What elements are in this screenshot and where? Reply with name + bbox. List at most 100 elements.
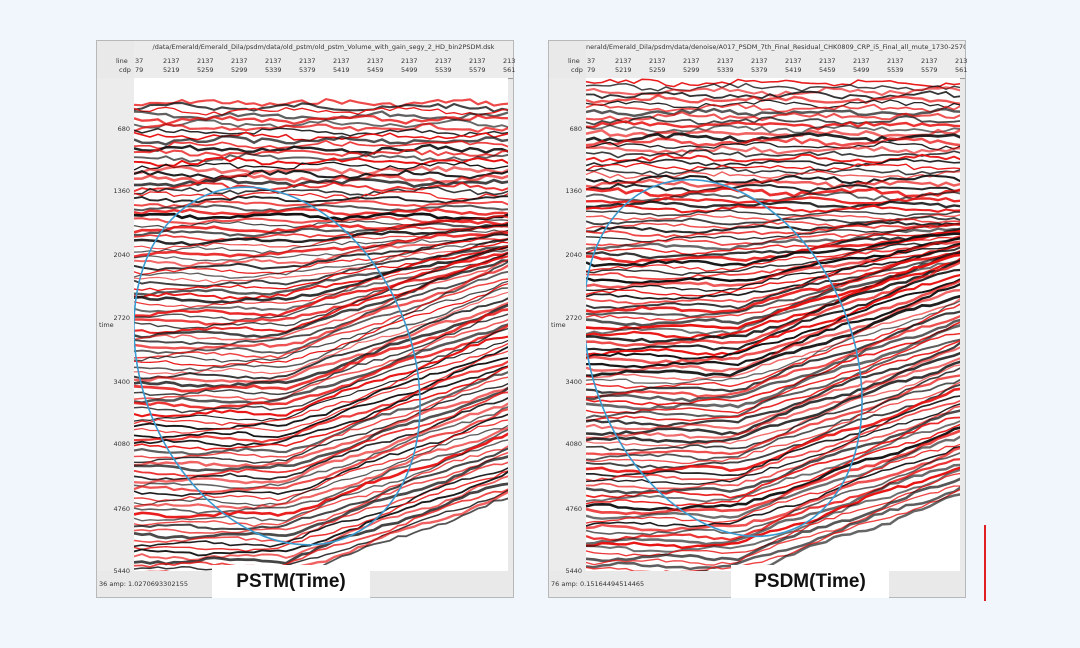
seismic-reflector (586, 103, 960, 113)
time-tick: 1360 (565, 187, 582, 195)
seismic-reflector (134, 186, 508, 197)
line-label: line (568, 57, 580, 65)
seismic-reflector (134, 258, 508, 341)
seismic-reflector (586, 259, 960, 336)
seismic-reflector (586, 78, 960, 88)
seismic-reflector (134, 219, 508, 234)
line-value: 2137 (751, 57, 768, 65)
seismic-reflector (134, 152, 508, 163)
time-tick: 4080 (113, 440, 130, 448)
time-tick: 4760 (113, 505, 130, 513)
time-axis-label: time (99, 321, 114, 329)
time-tick: 5440 (565, 567, 582, 575)
seismic-reflector (134, 470, 508, 557)
status-bar: 76 amp: 0.15164494514465 (551, 580, 645, 588)
time-tick: 4760 (565, 505, 582, 513)
seismic-reflector (134, 382, 508, 464)
trace-header: nerald/Emerald_Dila/psdm/data/denoise/A0… (568, 41, 968, 79)
seismic-reflector (134, 445, 508, 528)
line-value: 37 (135, 57, 144, 65)
seismic-reflector (586, 268, 960, 352)
cdp-value: 561 (503, 66, 516, 74)
seismic-reflector (134, 451, 508, 534)
seismic-reflector (586, 253, 960, 331)
seismic-reflector (586, 187, 960, 198)
time-tick: 680 (569, 125, 582, 133)
seismic-reflector (134, 280, 508, 363)
seismic-reflector (586, 278, 960, 360)
seismic-reflector (134, 324, 508, 410)
seismic-reflector (134, 237, 508, 284)
cdp-value: 5539 (887, 66, 904, 74)
seismic-reflector (586, 446, 960, 528)
seismic-reflector (586, 261, 960, 348)
seismic-reflector (134, 252, 508, 318)
cdp-value: 5499 (853, 66, 870, 74)
seismic-reflector (134, 207, 508, 217)
line-value: 2137 (333, 57, 350, 65)
seismic-section[interactable] (586, 78, 960, 571)
cdp-value: 561 (955, 66, 968, 74)
time-tick: 2720 (565, 314, 582, 322)
seismic-reflector (586, 279, 960, 365)
time-tick: 3400 (113, 378, 130, 386)
cdp-value: 79 (587, 66, 596, 74)
seismic-reflector (586, 227, 960, 251)
seismic-reflector (586, 341, 960, 428)
seismic-reflector (586, 111, 960, 122)
seismic-reflector (586, 273, 960, 357)
seismic-reflector (586, 144, 960, 155)
line-value: 213 (503, 57, 516, 65)
cdp-value: 5459 (367, 66, 384, 74)
seismic-reflector (586, 340, 960, 422)
time-axis-label: time (551, 321, 566, 329)
seismic-reflector (134, 455, 508, 540)
cdp-value: 5219 (615, 66, 632, 74)
seismic-reflector (134, 402, 508, 485)
seismic-reflector (134, 148, 508, 158)
time-tick: 680 (117, 125, 130, 133)
seismic-reflector (586, 338, 960, 419)
seismic-reflector (134, 114, 508, 126)
seismic-section[interactable] (134, 78, 508, 571)
seismic-reflector (586, 99, 960, 109)
seismic-reflector (134, 335, 508, 418)
seismic-reflector (586, 435, 960, 520)
seismic-reflector (586, 243, 960, 297)
cdp-value: 5339 (265, 66, 282, 74)
seismic-reflector (134, 439, 508, 522)
line-value: 2137 (435, 57, 452, 65)
seismic-reflector (586, 357, 960, 440)
seismic-reflector (134, 212, 508, 222)
line-value: 2137 (299, 57, 316, 65)
seismic-reflector (134, 222, 508, 238)
cdp-value: 5459 (819, 66, 836, 74)
line-value: 2137 (887, 57, 904, 65)
seismic-reflector (134, 260, 508, 346)
time-tick: 2040 (113, 251, 130, 259)
line-value: 2137 (785, 57, 802, 65)
seismic-reflector (134, 397, 508, 481)
cdp-value: 5579 (921, 66, 938, 74)
seismic-reflector (134, 122, 508, 133)
seismic-reflector (586, 240, 960, 289)
seismic-reflector (586, 182, 960, 193)
seismic-reflector (134, 291, 508, 375)
seismic-reflector (134, 245, 508, 300)
seismic-reflector (586, 200, 960, 210)
line-value: 2137 (367, 57, 384, 65)
highlight-ellipse (586, 178, 863, 538)
seismic-reflector (134, 345, 508, 431)
seismic-reflector (134, 424, 508, 507)
seismic-reflector (586, 468, 960, 553)
seismic-reflector (586, 217, 960, 230)
status-bar: 36 amp: 1.0270693302155 (99, 580, 188, 588)
line-value: 2137 (615, 57, 632, 65)
seismic-reflector (134, 366, 508, 451)
seismic-reflector (134, 97, 508, 109)
seismic-reflector (134, 135, 508, 146)
seismic-reflector (134, 447, 508, 531)
seismic-reflector (586, 236, 960, 276)
line-value: 2137 (401, 57, 418, 65)
seismic-reflector (134, 297, 508, 380)
